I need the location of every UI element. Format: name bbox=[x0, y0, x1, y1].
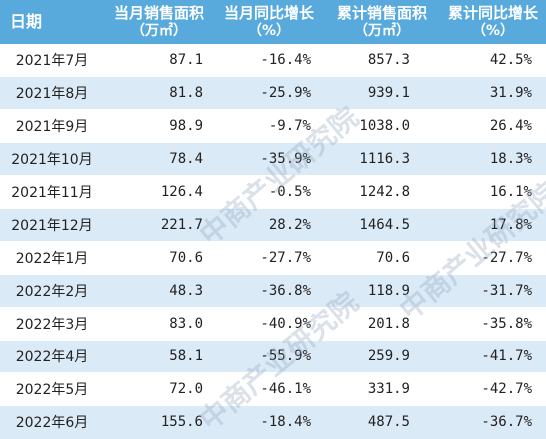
cell-cumulative-area: 487.5 bbox=[324, 405, 440, 439]
cell-cumulative-yoy: 18.3% bbox=[440, 142, 546, 176]
cell-cumulative-yoy: 17.8% bbox=[440, 207, 546, 242]
cell-cumulative-area: 1038.0 bbox=[324, 109, 440, 143]
cell-date: 2022年2月 bbox=[0, 273, 104, 308]
cell-cumulative-yoy: -35.8% bbox=[440, 306, 546, 341]
table-row: 2022年3月 83.0 -40.9% 201.8 -35.8% bbox=[0, 306, 546, 341]
cell-monthly-yoy: -27.7% bbox=[214, 240, 324, 275]
cell-cumulative-area: 118.9 bbox=[324, 273, 440, 308]
header-row: 日期 当月销售面积 （万㎡） 当月同比增长 （%） 累计销售面积 （万㎡） 累计… bbox=[0, 0, 546, 44]
table-body: 2021年7月 87.1 -16.4% 857.3 42.5% 2021年8月 … bbox=[0, 43, 546, 439]
cell-monthly-yoy: -9.7% bbox=[214, 109, 324, 143]
header-monthly-area-unit: （万㎡） bbox=[131, 22, 187, 39]
cell-monthly-area: 126.4 bbox=[104, 175, 214, 209]
cell-monthly-area: 78.4 bbox=[104, 142, 214, 176]
cell-cumulative-yoy: -27.7% bbox=[440, 240, 546, 275]
cell-cumulative-yoy: 31.9% bbox=[440, 76, 546, 110]
cell-cumulative-yoy: 42.5% bbox=[440, 43, 546, 77]
table-row: 2022年5月 72.0 -46.1% 331.9 -42.7% bbox=[0, 372, 546, 406]
cell-date: 2022年5月 bbox=[0, 372, 104, 406]
cell-monthly-area: 48.3 bbox=[104, 273, 214, 308]
cell-monthly-yoy: -40.9% bbox=[214, 306, 324, 341]
cell-cumulative-yoy: -41.7% bbox=[440, 339, 546, 373]
cell-cumulative-area: 1464.5 bbox=[324, 207, 440, 242]
cell-monthly-yoy: 28.2% bbox=[214, 207, 324, 242]
cell-date: 2021年12月 bbox=[0, 207, 104, 242]
cell-monthly-yoy: -16.4% bbox=[214, 43, 324, 77]
cell-date: 2021年10月 bbox=[0, 142, 104, 176]
cell-cumulative-area: 857.3 bbox=[324, 43, 440, 77]
cell-cumulative-area: 259.9 bbox=[324, 339, 440, 373]
header-cumulative-yoy-title: 累计同比增长 bbox=[447, 3, 538, 22]
cell-monthly-area: 83.0 bbox=[104, 306, 214, 341]
header-monthly-yoy: 当月同比增长 （%） bbox=[214, 0, 324, 44]
header-cumulative-yoy-unit: （%） bbox=[471, 22, 515, 39]
table-row: 2022年4月 58.1 -55.9% 259.9 -41.7% bbox=[0, 339, 546, 373]
table-row: 2021年10月 78.4 -35.9% 1116.3 18.3% bbox=[0, 142, 546, 176]
cell-date: 2022年1月 bbox=[0, 240, 104, 275]
cell-cumulative-area: 1242.8 bbox=[324, 175, 440, 209]
header-cumulative-yoy: 累计同比增长 （%） bbox=[440, 0, 546, 44]
header-cumulative-area-unit: （万㎡） bbox=[354, 22, 410, 39]
header-monthly-area-title: 当月销售面积 bbox=[113, 3, 204, 22]
header-monthly-yoy-unit: （%） bbox=[247, 22, 291, 39]
header-date: 日期 bbox=[10, 11, 43, 31]
table-row: 2021年12月 221.7 28.2% 1464.5 17.8% bbox=[0, 207, 546, 242]
table-row: 2021年7月 87.1 -16.4% 857.3 42.5% bbox=[0, 43, 546, 77]
cell-monthly-area: 87.1 bbox=[104, 43, 214, 77]
cell-date: 2022年6月 bbox=[0, 405, 104, 439]
cell-date: 2021年7月 bbox=[0, 43, 104, 77]
cell-cumulative-yoy: -42.7% bbox=[440, 372, 546, 406]
cell-monthly-yoy: -25.9% bbox=[214, 76, 324, 110]
cell-cumulative-area: 331.9 bbox=[324, 372, 440, 406]
cell-monthly-area: 155.6 bbox=[104, 405, 214, 439]
cell-date: 2021年9月 bbox=[0, 109, 104, 143]
cell-monthly-area: 72.0 bbox=[104, 372, 214, 406]
header-cumulative-area: 累计销售面积 （万㎡） bbox=[324, 0, 440, 44]
cell-monthly-area: 98.9 bbox=[104, 109, 214, 143]
cell-monthly-yoy: -55.9% bbox=[214, 339, 324, 373]
cell-monthly-area: 81.8 bbox=[104, 76, 214, 110]
table-row: 2021年8月 81.8 -25.9% 939.1 31.9% bbox=[0, 76, 546, 110]
header-monthly-area: 当月销售面积 （万㎡） bbox=[104, 0, 214, 44]
cell-date: 2021年8月 bbox=[0, 76, 104, 110]
cell-monthly-yoy: -18.4% bbox=[214, 405, 324, 439]
cell-monthly-yoy: -35.9% bbox=[214, 142, 324, 176]
table-row: 2022年6月 155.6 -18.4% 487.5 -36.7% bbox=[0, 405, 546, 439]
header-monthly-yoy-title: 当月同比增长 bbox=[223, 3, 314, 22]
cell-cumulative-yoy: -36.7% bbox=[440, 405, 546, 439]
cell-cumulative-area: 1116.3 bbox=[324, 142, 440, 176]
table-header: 日期 当月销售面积 （万㎡） 当月同比增长 （%） 累计销售面积 （万㎡） 累计… bbox=[0, 0, 546, 44]
cell-cumulative-yoy: 16.1% bbox=[440, 175, 546, 209]
cell-cumulative-yoy: -31.7% bbox=[440, 273, 546, 308]
cell-cumulative-area: 201.8 bbox=[324, 306, 440, 341]
table-row: 2021年11月 126.4 -0.5% 1242.8 16.1% bbox=[0, 175, 546, 209]
table-row: 2022年1月 70.6 -27.7% 70.6 -27.7% bbox=[0, 240, 546, 275]
cell-date: 2022年3月 bbox=[0, 306, 104, 341]
table-row: 2021年9月 98.9 -9.7% 1038.0 26.4% bbox=[0, 109, 546, 143]
cell-date: 2021年11月 bbox=[0, 175, 104, 209]
cell-monthly-yoy: -46.1% bbox=[214, 372, 324, 406]
cell-cumulative-yoy: 26.4% bbox=[440, 109, 546, 143]
cell-date: 2022年4月 bbox=[0, 339, 104, 373]
cell-monthly-area: 221.7 bbox=[104, 207, 214, 242]
cell-cumulative-area: 70.6 bbox=[324, 240, 440, 275]
cell-monthly-area: 70.6 bbox=[104, 240, 214, 275]
cell-monthly-yoy: -36.8% bbox=[214, 273, 324, 308]
cell-monthly-area: 58.1 bbox=[104, 339, 214, 373]
header-cumulative-area-title: 累计销售面积 bbox=[336, 3, 427, 22]
cell-monthly-yoy: -0.5% bbox=[214, 175, 324, 209]
cell-cumulative-area: 939.1 bbox=[324, 76, 440, 110]
table-row: 2022年2月 48.3 -36.8% 118.9 -31.7% bbox=[0, 273, 546, 308]
